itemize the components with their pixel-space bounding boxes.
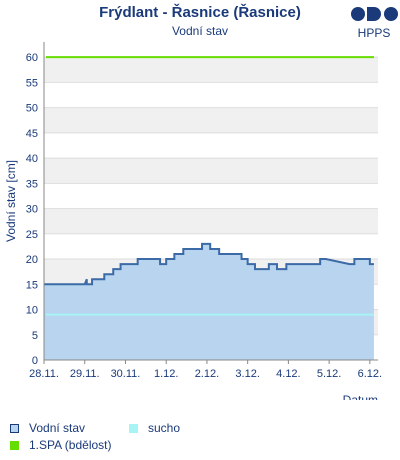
y-tick-label: 25 [26, 229, 38, 241]
legend-item-sucho[interactable]: sucho [129, 421, 180, 435]
legend-item-spa[interactable]: 1.SPA (bdělost) [10, 438, 112, 452]
grid-band [44, 57, 378, 83]
legend-swatch-spa [10, 440, 19, 450]
y-axis-title: Vodní stav [cm] [4, 160, 18, 242]
x-tick-label: 2.12. [195, 368, 219, 380]
legend-swatch-vodni-stav [10, 423, 19, 433]
hpps-logo-icon [351, 7, 398, 21]
x-tick-label: 29.11. [70, 368, 100, 380]
y-tick-label: 15 [26, 279, 38, 291]
legend-label-vodni-stav: Vodní stav [29, 421, 86, 435]
y-tick-label: 10 [26, 305, 38, 317]
x-tick-label: 5.12. [317, 368, 341, 380]
x-tick-label: 4.12. [276, 368, 300, 380]
logo-text: HPPS [357, 26, 391, 40]
legend-label-sucho: sucho [148, 421, 181, 435]
y-tick-label: 30 [26, 204, 38, 216]
grid-band [44, 208, 378, 234]
x-tick-label: 1.12. [154, 368, 178, 380]
x-tick-label: 28.11. [29, 368, 59, 380]
x-axis-title: Datum [343, 393, 378, 400]
y-tick-label: 20 [26, 254, 38, 266]
legend-item-vodni-stav[interactable]: Vodní stav [10, 421, 85, 435]
y-tick-label: 45 [26, 128, 38, 140]
y-tick-label: 0 [32, 355, 38, 367]
x-tick-label: 6.12. [358, 368, 382, 380]
y-tick-label: 60 [26, 52, 38, 64]
chart-subtitle: Vodní stav [171, 24, 229, 38]
y-tick-label: 50 [26, 103, 38, 115]
x-tick-label: 3.12. [235, 368, 259, 380]
grid-band [44, 158, 378, 184]
chart: 0 5 10 15 20 25 30 35 40 45 50 55 60 28.11. 29.11. 30.1… [4, 42, 382, 400]
x-tick-label: 30.11. [111, 368, 141, 380]
y-tick-label: 55 [26, 77, 38, 89]
chart-title: Frýdlant - Řasnice (Řasnice) [99, 4, 301, 21]
series-area-vodni-stav [44, 243, 374, 360]
grid-band [44, 107, 378, 133]
series-line-vodni-stav [44, 242, 374, 286]
y-tick-label: 5 [32, 330, 38, 342]
y-tick-label: 35 [26, 178, 38, 190]
legend-label-spa: 1.SPA (bdělost) [29, 438, 112, 452]
hpps-logo: HPPS [348, 6, 400, 42]
legend-swatch-sucho [129, 423, 138, 433]
y-tick-label: 40 [26, 153, 38, 165]
